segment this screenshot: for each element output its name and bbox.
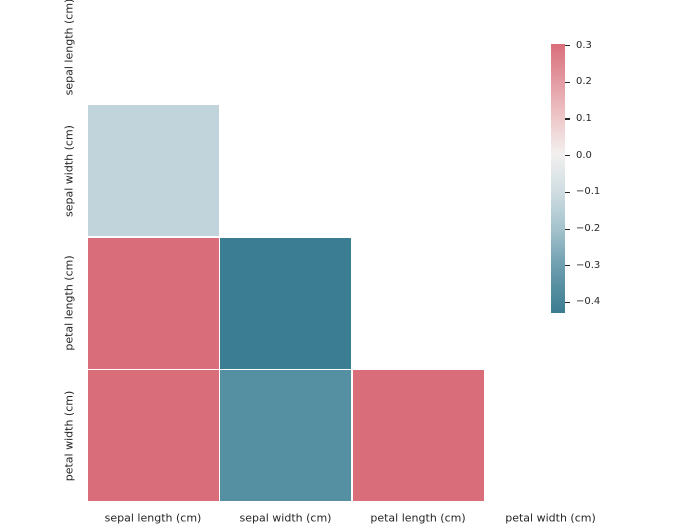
colorbar-tick-mark xyxy=(565,155,570,157)
x-tick-label: sepal width (cm) xyxy=(239,511,332,525)
colorbar-tick-mark xyxy=(565,118,570,120)
colorbar-tick-label: 0.0 xyxy=(576,149,592,161)
colorbar-tick-mark xyxy=(565,81,570,83)
colorbar-tick-label: −0.1 xyxy=(576,186,601,198)
colorbar-tick-label: 0.3 xyxy=(576,39,592,51)
y-tick-label: petal width (cm) xyxy=(62,390,76,481)
colorbar-tick-label: 0.2 xyxy=(576,76,592,88)
x-tick-label: petal length (cm) xyxy=(370,511,466,525)
heatmap-cell-r3-c1 xyxy=(220,370,351,501)
heatmap-cell-r2-c0 xyxy=(87,237,219,369)
heatmap-cell-r3-c2 xyxy=(352,370,484,501)
x-tick-label: petal width (cm) xyxy=(505,511,596,525)
colorbar-tick-label: 0.1 xyxy=(576,112,592,124)
x-tick-label: sepal length (cm) xyxy=(104,511,202,525)
colorbar-tick-mark xyxy=(565,45,570,47)
colorbar-tick-mark xyxy=(565,265,570,267)
y-tick-label: petal length (cm) xyxy=(62,255,76,351)
y-tick-label: sepal width (cm) xyxy=(62,124,76,217)
colorbar-tick-label: −0.2 xyxy=(576,223,601,235)
heatmap-cell-r1-c0 xyxy=(87,105,219,236)
colorbar-tick-mark xyxy=(565,191,570,194)
colorbar-tick-mark xyxy=(565,301,570,304)
colorbar-tick-label: −0.3 xyxy=(576,259,601,271)
heatmap-cell-r3-c0 xyxy=(87,370,219,501)
y-tick-label: sepal length (cm) xyxy=(62,0,76,96)
colorbar-tick-label: −0.4 xyxy=(576,296,601,308)
colorbar-tick-mark xyxy=(565,228,570,230)
heatmap-cell-r2-c1 xyxy=(220,237,351,369)
colorbar-gradient xyxy=(551,44,565,313)
